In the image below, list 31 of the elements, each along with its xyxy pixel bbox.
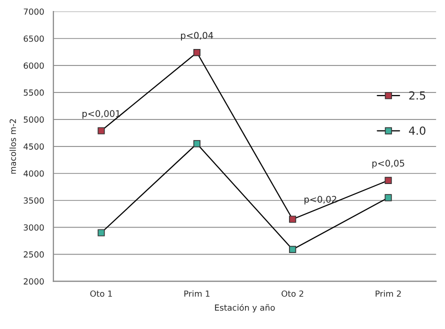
point: [384, 194, 392, 202]
legend-label: 4.0: [408, 126, 426, 135]
x-axis-title: Estación y año: [215, 304, 275, 312]
point: [98, 127, 105, 134]
point: [289, 216, 296, 223]
y-tick-label: 2500: [24, 251, 44, 258]
y-tick-label: 7000: [24, 8, 44, 15]
y-tick-label: 2000: [24, 278, 44, 285]
annotation: p<0,05: [372, 160, 404, 168]
point: [193, 140, 200, 148]
y-tick-label: 4500: [24, 143, 44, 150]
y-tick-label: 3500: [24, 197, 44, 204]
point: [384, 176, 392, 184]
annotation: p<0,001: [82, 110, 120, 119]
x-tick-label: Prim 1: [184, 290, 210, 297]
y-tick-label: 3000: [24, 224, 44, 231]
y-tick-label: 5000: [24, 116, 44, 123]
y-axis-title: macollos m-2: [10, 119, 16, 174]
point: [289, 246, 296, 254]
y-tick-label: 4000: [24, 170, 44, 177]
x-tick-label: Oto 1: [90, 290, 112, 297]
point: [98, 229, 105, 236]
annotation: p<0,04: [181, 32, 214, 41]
annotation: p<0,02: [304, 196, 336, 204]
y-tick-label: 6000: [24, 62, 44, 69]
x-tick-label: Prim 2: [376, 290, 401, 297]
point: [193, 48, 200, 56]
y-tick-label: 5500: [24, 89, 44, 96]
legend-label: 2.5: [409, 91, 426, 100]
y-tick-label: 6500: [24, 35, 44, 42]
x-tick-label: Oto 2: [282, 290, 304, 297]
